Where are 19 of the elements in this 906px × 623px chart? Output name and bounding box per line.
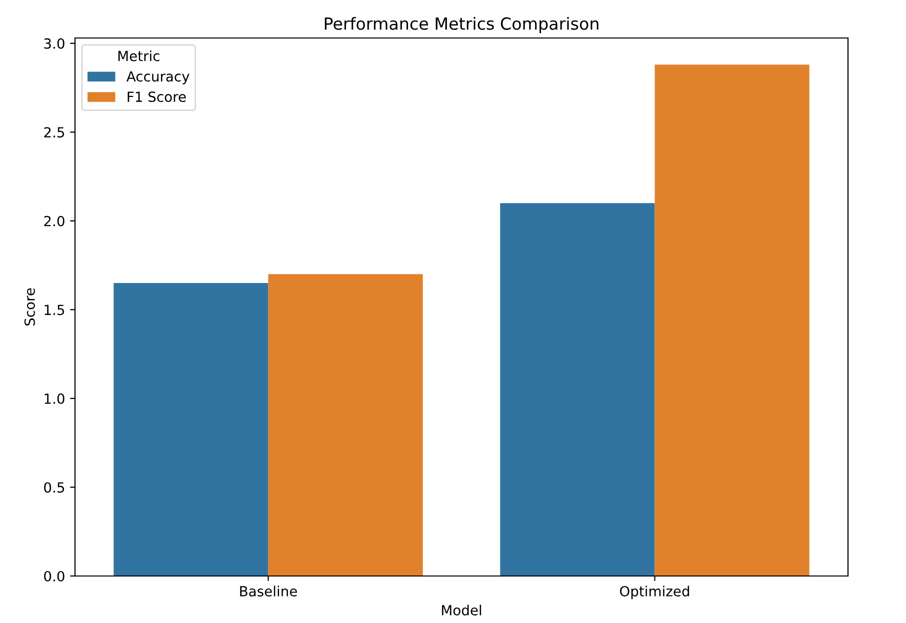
- y-tick-label: 1.0: [44, 393, 64, 404]
- y-axis-title: Score: [24, 288, 35, 326]
- y-tick-label: 0.0: [44, 570, 64, 582]
- y-tick-label: 2.5: [44, 127, 64, 138]
- x-tick-label: Baseline: [240, 586, 297, 596]
- legend-label: F1 Score: [128, 92, 186, 102]
- bar: [114, 283, 268, 576]
- x-tick-label: Optimized: [620, 586, 690, 600]
- bar: [500, 203, 655, 576]
- y-tick-label: 1.5: [44, 304, 64, 316]
- chart-title: Performance Metrics Comparison: [324, 17, 598, 34]
- legend-title: Metric: [118, 50, 160, 62]
- bar: [654, 64, 810, 576]
- legend-label: Accuracy: [126, 71, 190, 84]
- bar: [268, 274, 423, 576]
- y-tick-label: 3.0: [44, 38, 64, 49]
- y-tick-label: 0.5: [44, 482, 64, 493]
- y-tick-label: 2.0: [44, 216, 64, 226]
- x-axis-title: Model: [442, 604, 482, 616]
